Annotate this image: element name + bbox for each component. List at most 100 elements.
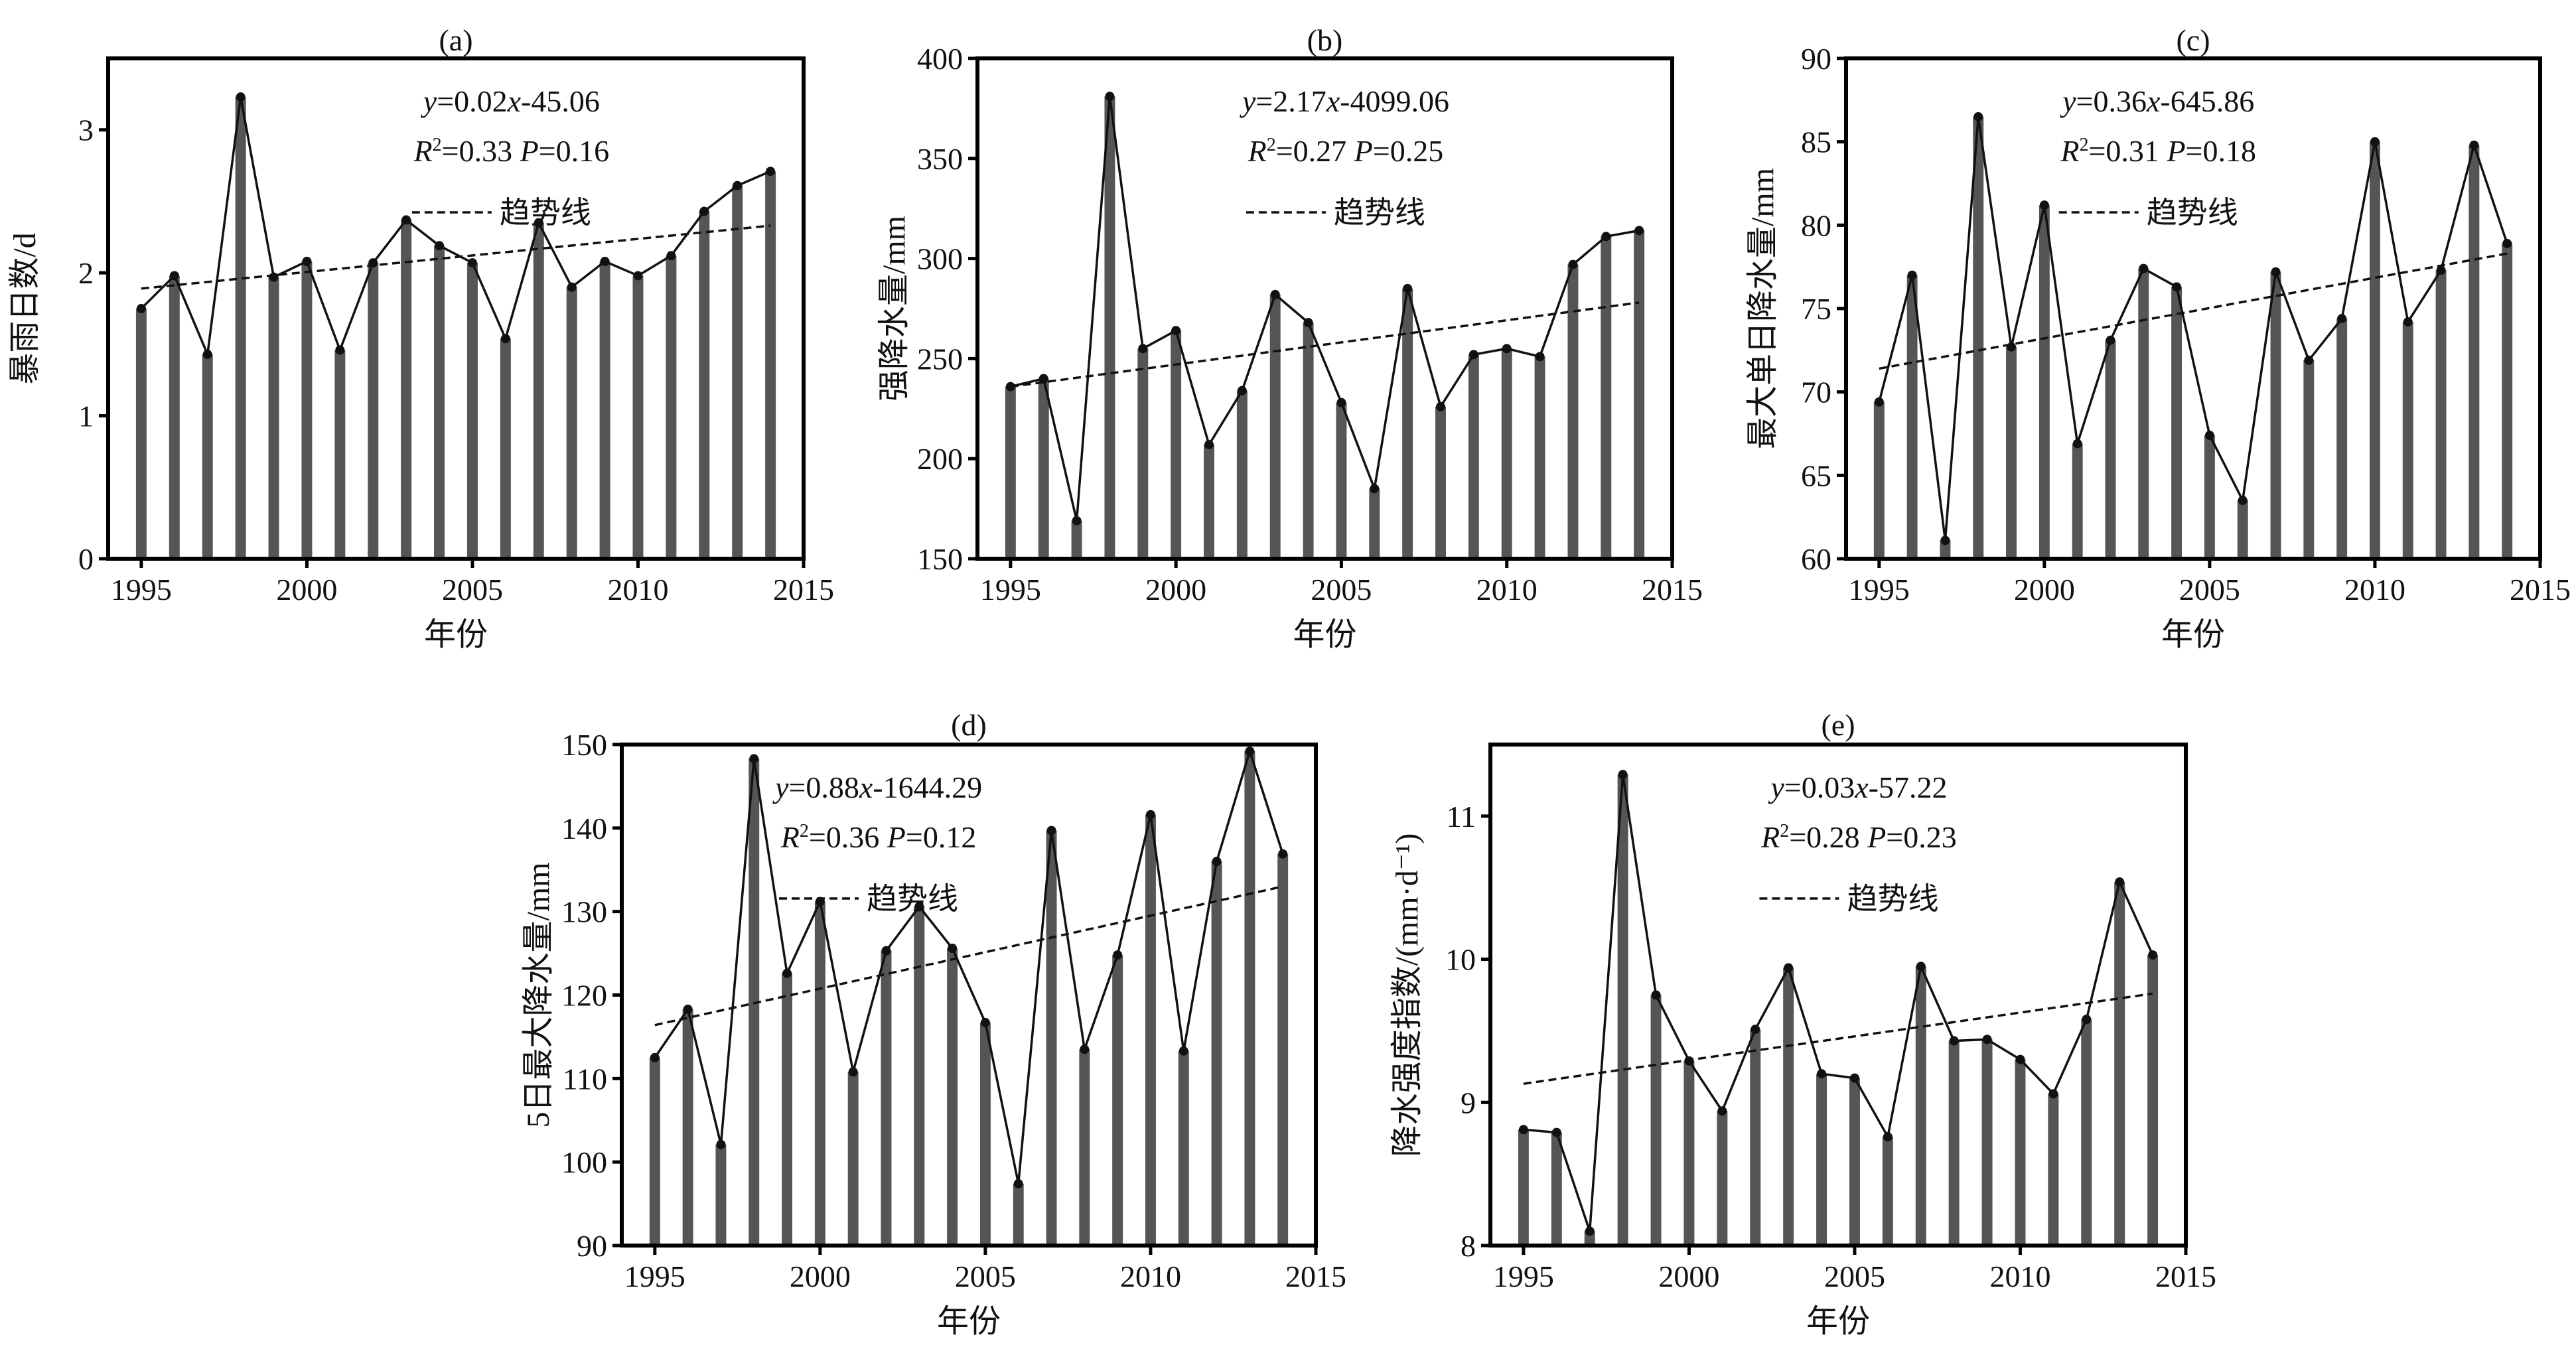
bar bbox=[301, 261, 313, 559]
x-tick-label: 2000 bbox=[790, 1259, 851, 1293]
bar bbox=[1236, 390, 1248, 559]
chart-panel-c: (c) 60 65 70 75 80 85 90 1995 2000 2005 2010 2015 年份 最… bbox=[1745, 23, 2571, 652]
y-tick-label: 100 bbox=[561, 1145, 607, 1179]
bar bbox=[2237, 500, 2248, 559]
legend: 趋势线 bbox=[411, 196, 591, 230]
y-tick-label: 120 bbox=[561, 979, 607, 1013]
data-point bbox=[1204, 440, 1214, 450]
data-point bbox=[1336, 397, 1346, 407]
data-point bbox=[500, 334, 510, 344]
data-point bbox=[169, 271, 179, 281]
data-point bbox=[2039, 200, 2049, 210]
bar bbox=[1849, 1078, 1860, 1246]
bar bbox=[914, 906, 925, 1246]
y-tick-label: 2 bbox=[78, 256, 94, 290]
data-point bbox=[1949, 1036, 1959, 1046]
bar bbox=[1369, 488, 1380, 559]
bar bbox=[782, 973, 793, 1246]
bar bbox=[1634, 230, 1645, 559]
bar bbox=[1038, 378, 1049, 559]
chart-panel-b: (b) 150 200 250 300 350 400 1995 2000 2005 2010 201… bbox=[877, 23, 1703, 652]
regression-equation: y=0.88x-1644.29 bbox=[772, 770, 982, 804]
x-tick-label: 2005 bbox=[2179, 573, 2240, 607]
data-point bbox=[633, 271, 643, 281]
data-point bbox=[2048, 1089, 2058, 1099]
y-tick-label: 250 bbox=[917, 342, 963, 376]
x-tick-label: 2005 bbox=[1824, 1259, 1885, 1293]
y-tick-label: 11 bbox=[1447, 800, 1476, 833]
bar bbox=[881, 950, 892, 1246]
data-point bbox=[666, 251, 676, 261]
trend-line bbox=[141, 224, 771, 290]
legend-trend-label: 趋势线 bbox=[1847, 882, 1938, 916]
data-point bbox=[1080, 1044, 1090, 1054]
data-point bbox=[2148, 950, 2158, 960]
data-point bbox=[1105, 92, 1115, 102]
data-point bbox=[2238, 496, 2248, 506]
bar bbox=[2072, 443, 2083, 559]
data-point bbox=[1940, 536, 1950, 545]
bar bbox=[2048, 1094, 2059, 1246]
data-point bbox=[2007, 342, 2017, 352]
trend-line bbox=[1879, 252, 2508, 370]
r2-p-annotation: R2=0.33 P=0.16 bbox=[413, 134, 610, 168]
trend-line bbox=[1523, 992, 2153, 1085]
bar bbox=[1005, 386, 1016, 559]
bar bbox=[666, 255, 677, 559]
data-point bbox=[335, 345, 345, 355]
data-point bbox=[1113, 950, 1123, 960]
data-point bbox=[1270, 289, 1280, 299]
bar bbox=[235, 97, 246, 559]
y-tick-label: 110 bbox=[563, 1062, 607, 1096]
panel-title: (a) bbox=[439, 23, 472, 57]
y-axis-label: 5日最大降水量/mm bbox=[521, 862, 556, 1127]
data-point bbox=[1973, 111, 1983, 121]
data-point bbox=[749, 754, 759, 764]
y-axis-label: 暴雨日数/d bbox=[7, 232, 42, 384]
data-point bbox=[202, 349, 212, 359]
x-tick-label: 2015 bbox=[2155, 1259, 2216, 1293]
bar bbox=[2171, 287, 2182, 559]
y-axis-label: 强降水量/mm bbox=[877, 216, 912, 401]
series-line bbox=[654, 747, 1284, 1184]
bar bbox=[2502, 243, 2513, 559]
bar bbox=[2270, 271, 2281, 559]
data-point bbox=[1717, 1106, 1727, 1116]
bar bbox=[500, 338, 511, 559]
bar bbox=[202, 354, 213, 559]
x-tick-label: 2010 bbox=[2344, 573, 2405, 607]
bar bbox=[1269, 294, 1281, 559]
data-point bbox=[467, 258, 477, 268]
y-tick-label: 80 bbox=[1801, 208, 1831, 242]
data-point bbox=[2106, 335, 2115, 345]
plot-frame bbox=[106, 56, 806, 561]
bar bbox=[765, 171, 776, 559]
x-axis-label: 年份 bbox=[937, 1304, 1001, 1339]
bar bbox=[1518, 1129, 1529, 1246]
data-point bbox=[1013, 1179, 1023, 1188]
bar bbox=[1145, 814, 1156, 1246]
bar bbox=[2204, 435, 2215, 559]
x-tick-label: 1995 bbox=[624, 1259, 685, 1293]
bar bbox=[533, 222, 544, 559]
x-tick-label: 2015 bbox=[1285, 1259, 1346, 1293]
data-point bbox=[2072, 439, 2082, 449]
x-axis-label: 年份 bbox=[1806, 1304, 1870, 1339]
plot-frame bbox=[975, 56, 1674, 561]
data-point bbox=[1784, 963, 1794, 973]
bar bbox=[1717, 1111, 1728, 1246]
y-axis-label: 最大单日降水量/mm bbox=[1745, 168, 1780, 449]
bar bbox=[1915, 966, 1926, 1246]
x-tick-label: 2000 bbox=[2014, 573, 2075, 607]
data-point bbox=[1046, 825, 1056, 835]
x-axis-label: 年份 bbox=[2161, 617, 2225, 652]
x-tick-label: 2005 bbox=[442, 573, 503, 607]
data-point bbox=[401, 215, 411, 225]
data-point bbox=[1038, 374, 1048, 384]
plot-frame bbox=[1488, 743, 2188, 1248]
data-point bbox=[1138, 344, 1148, 354]
data-point bbox=[1212, 857, 1222, 867]
data-point bbox=[2502, 238, 2512, 248]
data-point bbox=[269, 272, 279, 282]
bar bbox=[2105, 340, 2116, 559]
